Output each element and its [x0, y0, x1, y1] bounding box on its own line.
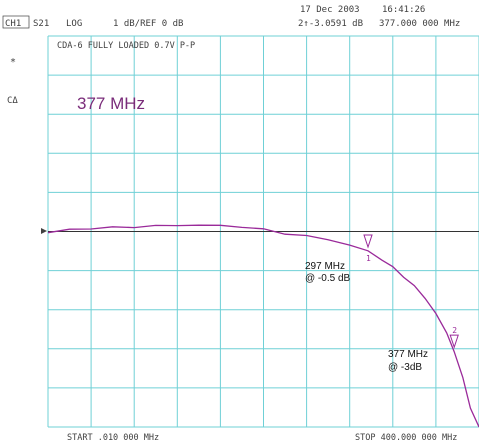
marker-1-triangle [363, 234, 373, 249]
side-marker-mode: CΔ [7, 96, 18, 106]
header-date: 17 Dec 2003 [300, 5, 360, 15]
s21-trace [47, 224, 479, 428]
marker-1-number: 1 [366, 254, 371, 263]
big-frequency-annotation: 377 MHz [77, 94, 145, 113]
marker2-label-level: @ -3dB [388, 362, 422, 373]
marker1-label-level: @ -0.5 dB [305, 273, 351, 284]
device-annotation: CDA-6 FULLY LOADED 0.7V P-P [57, 41, 195, 51]
start-frequency: START .010 000 MHz [67, 433, 159, 443]
marker1-label-freq: 297 MHz [305, 261, 345, 272]
graticule [47, 35, 479, 428]
header-time: 16:41:26 [382, 5, 425, 15]
marker-readout-freq: 377.000 000 MHz [379, 19, 460, 29]
markers: 12 [363, 234, 459, 349]
header-scale: 1 dB/REF 0 dB [113, 19, 183, 29]
stop-frequency: STOP 400.000 000 MHz [355, 433, 457, 443]
marker-readout-value: 2↑-3.0591 dB [298, 19, 363, 29]
marker2-label-freq: 377 MHz [388, 349, 428, 360]
channel-box [2, 15, 30, 29]
header-format: LOG [66, 19, 82, 29]
header-channel: CH1 [5, 19, 21, 29]
marker-2-triangle [449, 334, 459, 349]
side-star: * [10, 57, 16, 68]
header-param: S21 [33, 19, 49, 29]
marker-2-number: 2 [452, 326, 457, 335]
reference-pointer [41, 228, 47, 234]
